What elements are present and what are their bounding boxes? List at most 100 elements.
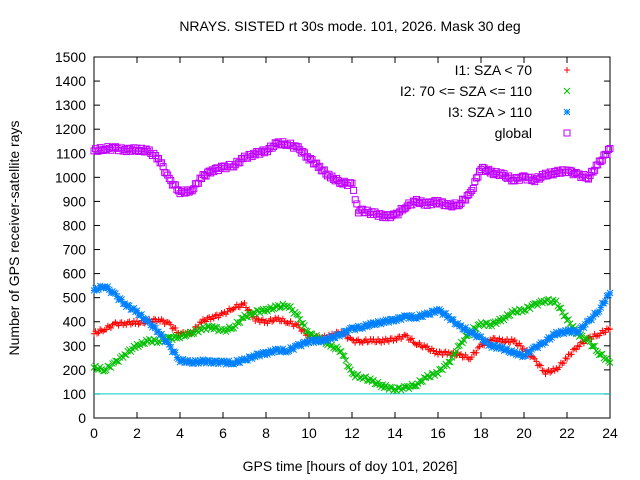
data-point [165,341,173,348]
data-point [351,326,359,334]
data-point [377,320,385,328]
y-tick-label: 800 [63,217,87,233]
data-point [451,351,459,358]
data-point [571,327,579,334]
data-point [393,317,400,325]
data-point [407,336,414,343]
data-point [305,339,313,347]
legend-marker [563,87,571,95]
plot-area: 0100200300400500600700800900100011001200… [55,49,618,441]
data-point [496,335,503,342]
data-point [522,352,529,360]
data-point [118,296,125,303]
data-point [354,322,362,330]
data-point [175,355,182,363]
data-point [188,330,196,338]
data-point [555,304,563,312]
data-point [553,365,560,372]
data-point [256,352,264,360]
data-point [589,313,597,320]
data-point [350,186,358,194]
data-point [92,284,99,292]
y-tick-label: 1400 [55,73,86,89]
data-point [167,343,175,351]
data-point [278,348,285,355]
x-tick-label: 6 [219,425,227,441]
x-tick-label: 8 [262,425,270,441]
data-point [90,287,98,294]
data-point [595,308,603,315]
y-tick-label: 700 [63,242,87,258]
data-point [511,348,519,355]
x-tick-label: 10 [301,425,317,441]
data-point [170,348,178,355]
y-tick-label: 1300 [55,97,86,113]
data-point [560,359,567,366]
data-point [188,187,196,195]
data-point [387,383,394,391]
data-point [605,326,612,333]
data-point [445,312,453,320]
data-point [473,349,480,356]
data-point [112,290,119,297]
data-point [565,316,572,323]
data-point [190,330,198,337]
data-point [225,357,233,365]
data-point [388,315,396,323]
data-point [262,348,270,356]
data-point [248,355,256,363]
series-3 [90,138,614,222]
data-point [302,327,310,335]
data-point [290,346,297,354]
data-point [181,333,188,340]
data-point [172,349,179,356]
data-point [339,352,347,359]
data-point [301,338,308,346]
data-point [210,315,217,322]
data-point [95,286,102,293]
data-point [139,340,147,348]
data-point [486,341,494,348]
data-point [585,175,592,183]
data-point [542,339,549,347]
data-point [110,289,118,297]
data-point [238,300,245,307]
data-point [182,359,190,366]
data-point [297,342,305,350]
data-point [414,313,422,321]
data-point [537,362,544,369]
data-point [331,334,339,342]
data-point [319,337,327,344]
y-tick-label: 100 [63,386,87,402]
data-point [511,337,518,344]
data-point [155,328,162,336]
data-point [125,302,133,309]
data-point [434,370,442,378]
data-point [506,349,514,357]
data-point [477,333,485,341]
data-point [514,352,522,359]
data-point [251,353,259,361]
data-point [347,324,354,332]
data-point [270,348,278,356]
data-point [355,336,362,343]
data-point [576,343,583,350]
data-point [503,345,511,352]
x-tick-label: 0 [90,425,98,441]
chart-title: NRAYS. SISTED rt 30s mode. 101, 2026. Ma… [179,18,520,34]
data-point [378,339,385,346]
data-point [560,312,568,320]
data-point [195,360,202,367]
x-axis-label: GPS time [hours of doy 101, 2026] [243,458,458,474]
data-point [135,321,142,328]
data-point [241,299,248,306]
data-point [159,333,167,341]
data-point [165,174,173,182]
data-point [145,317,153,325]
data-point [133,307,141,314]
data-point [468,186,476,194]
data-point [107,325,114,332]
data-point [270,317,277,324]
data-point [606,359,614,367]
data-point [184,356,192,364]
